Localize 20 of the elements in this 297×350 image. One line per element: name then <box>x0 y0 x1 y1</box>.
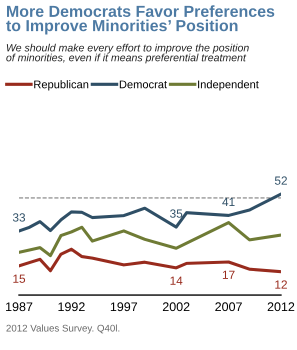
data-label: 15 <box>13 274 26 283</box>
data-label: 41 <box>222 198 235 206</box>
x-tick-label: 2002 <box>162 302 190 312</box>
data-label: 33 <box>12 213 26 222</box>
chart-title: More Democrats Favor Preferences to Improve Minorities’ Position <box>6 5 274 34</box>
data-label: 52 <box>274 176 287 185</box>
chart-subtitle: We should make every effort to improve the position of minorities, even if it means preferential treatment <box>6 44 249 64</box>
x-tick-label: 1987 <box>6 302 32 312</box>
data-label: 35 <box>170 209 182 218</box>
x-tick-label: 1997 <box>110 302 138 312</box>
legend-label: Democrat <box>120 80 168 88</box>
legend-label: Independent <box>198 80 259 91</box>
data-label: 12 <box>275 280 287 289</box>
x-tick-label: 2007 <box>215 302 242 312</box>
x-tick-label: 2012 <box>268 302 294 312</box>
data-label: 14 <box>170 276 182 285</box>
legend-label: Republican <box>34 80 88 91</box>
data-label: 17 <box>222 270 235 279</box>
x-tick-label: 1992 <box>58 302 85 312</box>
text: 2012 Values Survey. Q40l. <box>6 324 120 334</box>
